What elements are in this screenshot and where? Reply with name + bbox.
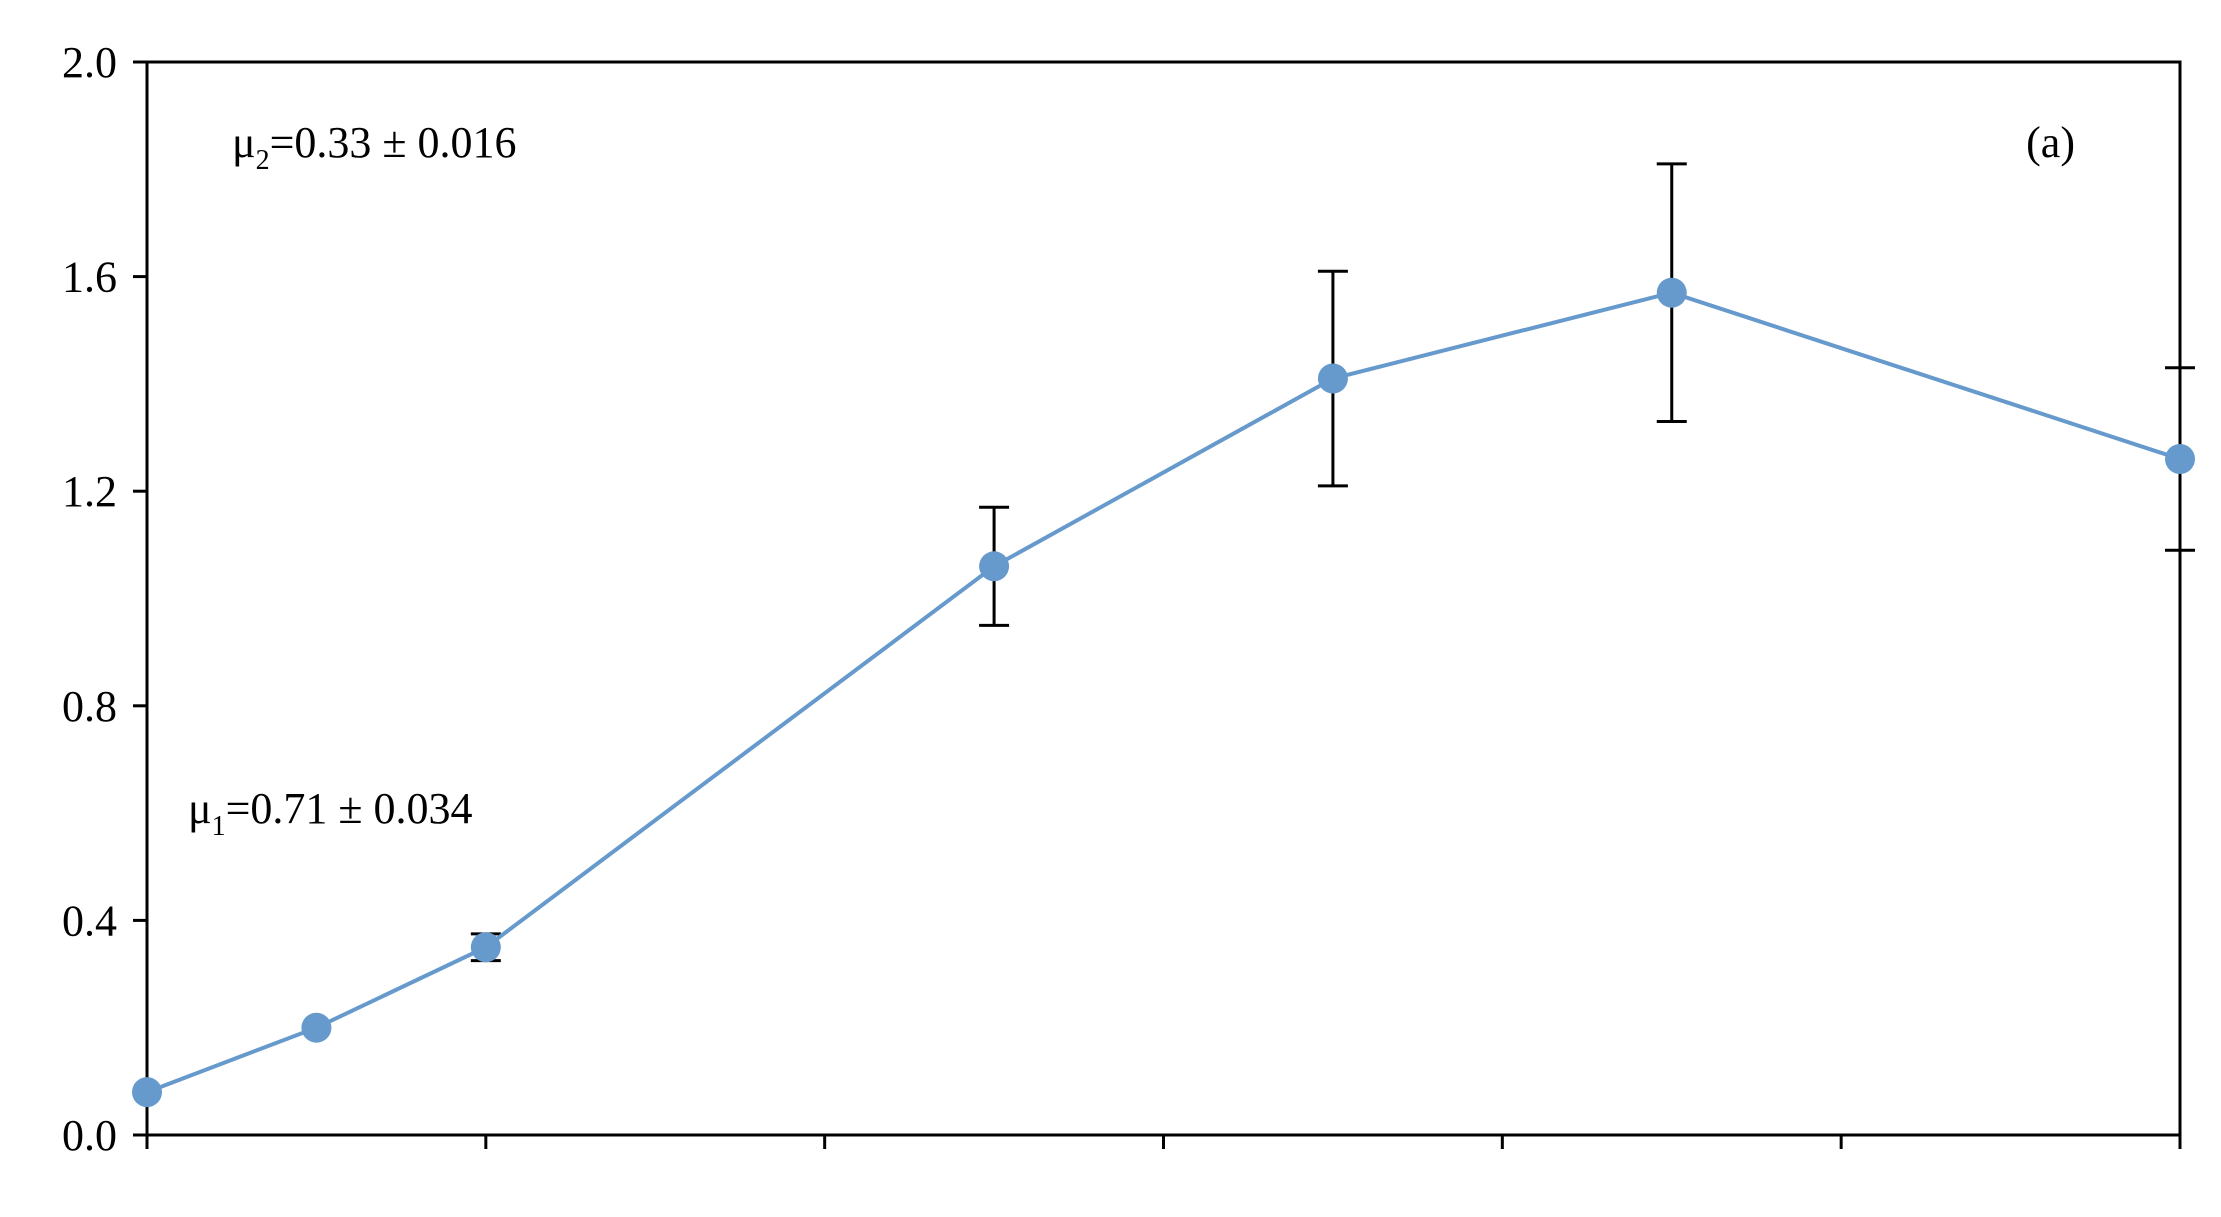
x-axis	[145, 1135, 2182, 1149]
mu2-annotation: μ2=0.33 ± 0.016	[232, 118, 517, 176]
y-tick-label: 2.0	[62, 38, 117, 87]
y-tick-label: 0.8	[62, 682, 117, 731]
data-point	[979, 551, 1010, 582]
panel-label: (a)	[2026, 118, 2075, 167]
data-point	[132, 1077, 162, 1108]
y-tick-label: 1.2	[62, 467, 117, 516]
y-tick-label: 0.0	[62, 1111, 117, 1160]
y-axis: 0.0 0.4 0.8 1.2 1.6 2.0	[62, 38, 147, 1160]
data-point	[2165, 444, 2195, 475]
data-point	[1656, 277, 1687, 308]
series-layer	[132, 162, 2195, 1108]
mu1-annotation: μ1=0.71 ± 0.034	[188, 784, 473, 842]
y-tick-label: 1.6	[62, 253, 117, 302]
data-point	[301, 1012, 332, 1043]
data-point	[470, 932, 501, 963]
y-tick-label: 0.4	[62, 896, 117, 945]
data-point	[1317, 363, 1348, 394]
